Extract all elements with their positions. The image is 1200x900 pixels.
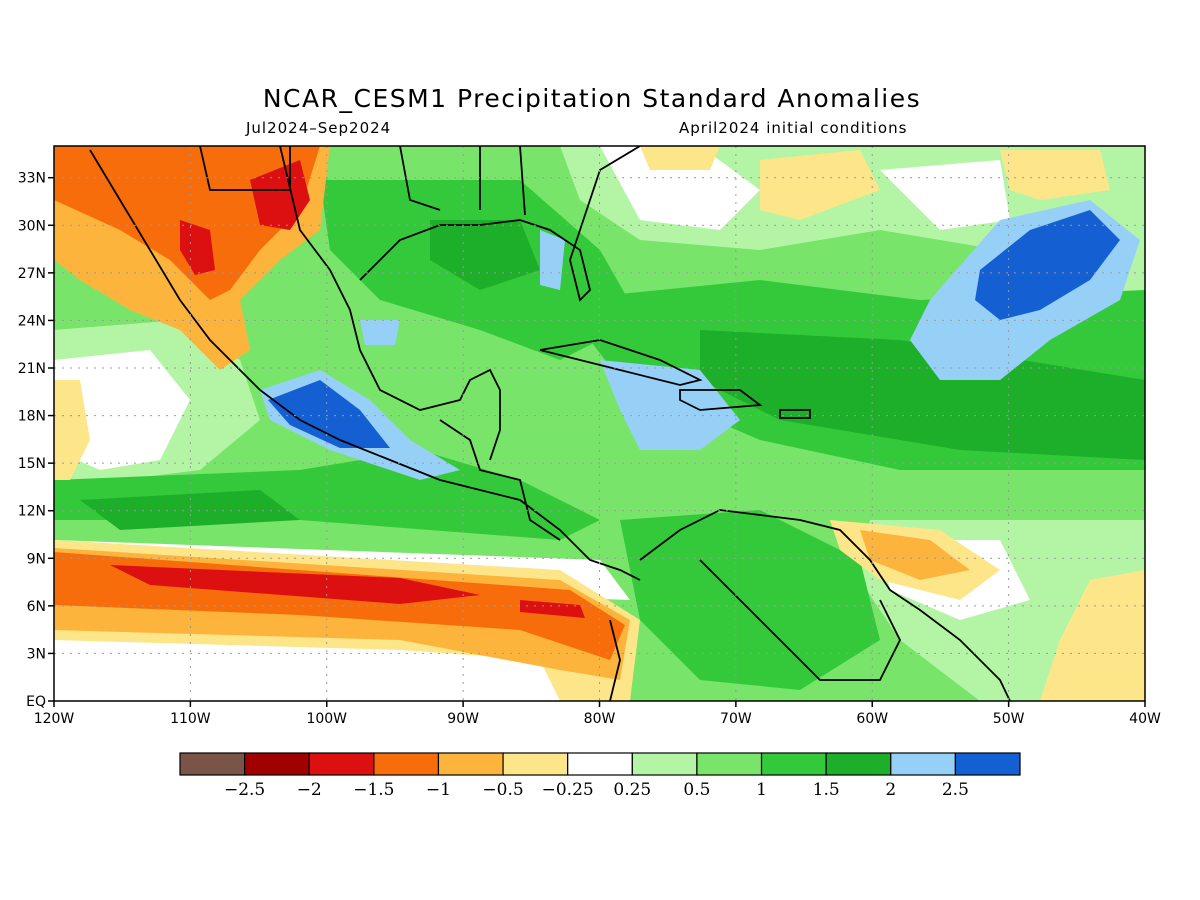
field-verywet-gulf <box>430 220 540 290</box>
border-us-mexico <box>199 146 291 191</box>
field-dry-ne-atl <box>760 150 880 220</box>
field-darkblue-mexico <box>268 380 390 448</box>
field-blue-gulf <box>360 320 400 345</box>
x-tick-label: 40W <box>1129 711 1161 727</box>
coast-south-america <box>639 509 1011 701</box>
init-conditions-label: April2024 initial conditions <box>679 119 908 137</box>
field-dry-se <box>1040 570 1145 701</box>
field-dry-itcz-core <box>110 565 480 604</box>
field-dry-mexico-core2 <box>180 220 215 275</box>
colorbar-swatch <box>437 752 504 776</box>
field-verywet-atlantic <box>700 330 1145 460</box>
field-dry-ne-atl3 <box>640 146 720 170</box>
y-tick-label: 24N <box>18 313 46 329</box>
colorbar-label: 2 <box>885 780 896 800</box>
colorbar-swatch <box>567 752 633 776</box>
colorbar-label: −0.5 <box>482 780 523 800</box>
field-dry-itcz-core2 <box>520 600 585 618</box>
colorbar-swatch <box>825 752 892 776</box>
y-tick-label: 18N <box>18 409 46 425</box>
colorbar-swatch <box>179 752 246 776</box>
field-blue-carib <box>600 360 740 450</box>
y-tick-label: 27N <box>18 266 46 282</box>
field-darkblue-atlantic <box>975 210 1120 320</box>
coast-colombia <box>609 619 621 701</box>
coast-mexico-pacific <box>89 149 641 581</box>
colorbar-swatch <box>890 752 956 776</box>
colorbar-label: 0.5 <box>683 780 710 800</box>
colorbar-swatch <box>954 752 1021 776</box>
coast-cuba <box>539 339 703 386</box>
coast-hispaniola <box>679 389 763 411</box>
colorbar-swatch <box>696 752 763 776</box>
field-dry-ne-atl2 <box>1000 150 1110 200</box>
colorbar-swatch <box>760 752 827 776</box>
field-dry-east-mid <box>860 530 970 580</box>
x-tick-label: 90W <box>447 711 479 727</box>
field-neutral-ne <box>600 146 760 230</box>
x-tick-label: 100W <box>306 711 347 727</box>
colorbar-swatch <box>373 752 440 776</box>
x-tick-label: 80W <box>584 711 616 727</box>
colorbar-label: 1.5 <box>813 780 840 800</box>
y-tick-label: 33N <box>18 171 46 187</box>
colorbar-label: −2.5 <box>224 780 265 800</box>
field-neutral-atlantic <box>880 160 1010 230</box>
coast-gulf-mexico <box>279 146 501 461</box>
chart-title: NCAR_CESM1 Precipitation Standard Anomal… <box>262 84 922 113</box>
field-dry-westpac <box>54 380 90 480</box>
y-tick-label: 30N <box>18 218 46 234</box>
coast-venezuela-inner <box>699 559 902 681</box>
border-central-america <box>439 419 561 541</box>
season-label: Jul2024–Sep2024 <box>246 119 392 137</box>
colorbar-label: 1 <box>756 780 767 800</box>
x-tick-label: 110W <box>170 711 211 727</box>
x-tick-label: 70W <box>720 711 752 727</box>
x-tick-label: 50W <box>993 711 1025 727</box>
colorbar-swatch <box>502 752 569 776</box>
x-tick-label: 60W <box>856 711 888 727</box>
colorbar-swatch <box>244 752 310 776</box>
colorbar-label: −1 <box>426 780 451 800</box>
colorbar-label: 0.25 <box>613 780 651 800</box>
colorbar-label: −0.25 <box>542 780 594 800</box>
y-tick-label: 3N <box>27 646 46 662</box>
colorbar-swatch <box>308 752 375 776</box>
field-blue-florida <box>540 230 565 290</box>
colorbar-swatch <box>631 752 698 776</box>
y-tick-label: 12N <box>18 504 46 520</box>
colorbar-label: 2.5 <box>942 780 969 800</box>
x-axis: 120W 110W 100W 90W 80W 70W 60W 50W 40W <box>34 701 1161 727</box>
gridlines <box>54 146 1145 701</box>
field-wet-carib <box>620 510 880 690</box>
y-tick-label: 9N <box>27 551 46 567</box>
y-tick-label: EQ <box>26 694 46 710</box>
colorbar-label: −1.5 <box>353 780 394 800</box>
y-tick-label: 6N <box>27 599 46 615</box>
y-axis: EQ 3N 6N 9N 12N 15N 18N 21N 24N 27N 30N 33N <box>18 171 54 710</box>
x-tick-label: 120W <box>34 711 75 727</box>
coast-puerto-rico <box>779 409 811 419</box>
colorbar: −2.5 −2 −1.5 −1 −0.5 −0.25 0.25 0.5 1 1.5 2 2.5 <box>179 752 1021 800</box>
field-verywet-pacific <box>80 490 300 530</box>
colorbar-label: −2 <box>297 780 322 800</box>
y-tick-label: 15N <box>18 456 46 472</box>
anomaly-field <box>54 146 1145 701</box>
y-tick-label: 21N <box>18 361 46 377</box>
